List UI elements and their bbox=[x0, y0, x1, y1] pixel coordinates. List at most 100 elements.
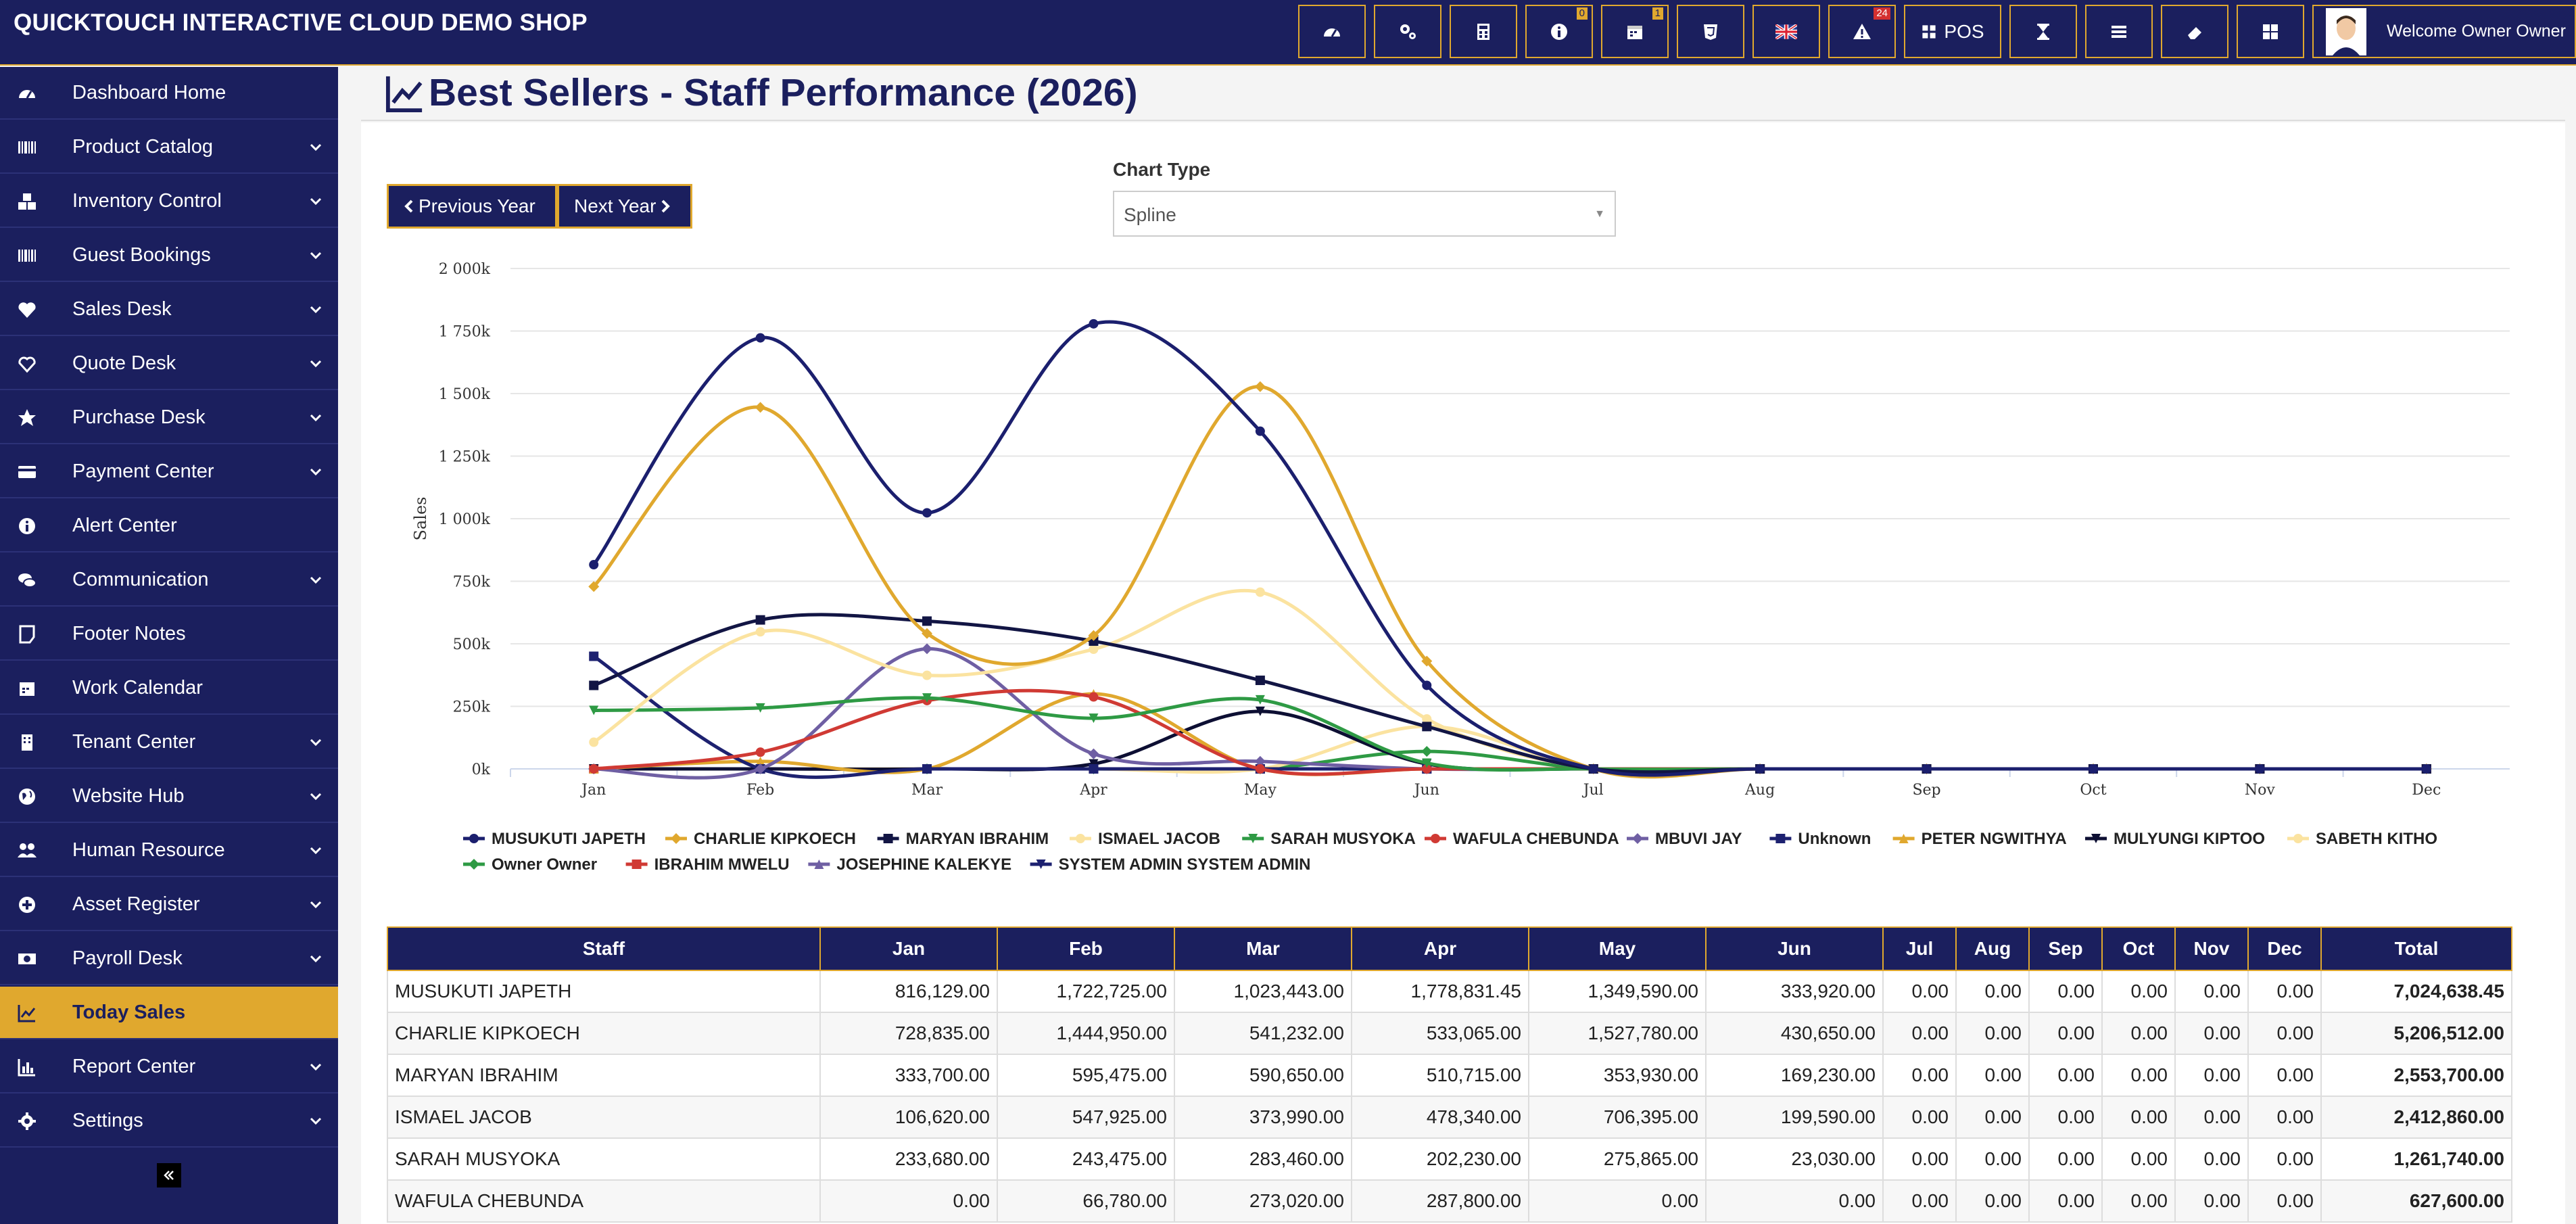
cogs-button[interactable] bbox=[1374, 5, 1441, 58]
data-point[interactable] bbox=[2088, 764, 2098, 774]
sidebar-item-human-resource[interactable]: Human Resource bbox=[0, 824, 338, 877]
data-point[interactable] bbox=[1254, 381, 1266, 392]
data-point[interactable] bbox=[922, 628, 933, 639]
data-point[interactable] bbox=[1088, 630, 1099, 641]
legend-item[interactable]: SARAH MUSYOKA bbox=[1242, 830, 1416, 848]
data-point[interactable] bbox=[1422, 714, 1432, 724]
data-point[interactable] bbox=[1422, 758, 1432, 768]
legend-item[interactable]: MBUVI JAY bbox=[1627, 830, 1742, 848]
data-point[interactable] bbox=[755, 333, 765, 343]
legend-item[interactable]: Unknown bbox=[1769, 830, 1871, 848]
legend-marker[interactable] bbox=[2293, 834, 2303, 843]
legend-marker[interactable] bbox=[1431, 834, 1440, 843]
data-point[interactable] bbox=[2255, 764, 2265, 774]
data-point[interactable] bbox=[589, 651, 599, 661]
column-header[interactable]: Aug bbox=[1955, 926, 2030, 971]
legend-item[interactable]: MARYAN IBRAHIM bbox=[877, 830, 1049, 848]
data-point[interactable] bbox=[1255, 706, 1265, 716]
legend-marker[interactable] bbox=[469, 859, 479, 870]
data-point[interactable] bbox=[755, 615, 765, 625]
data-point[interactable] bbox=[1255, 764, 1265, 774]
data-point[interactable] bbox=[755, 763, 766, 774]
sidebar-item-report-center[interactable]: Report Center bbox=[0, 1041, 338, 1093]
legend-item[interactable]: JOSEPHINE KALEKYE bbox=[808, 855, 1011, 874]
data-point[interactable] bbox=[1089, 759, 1099, 769]
sidebar-item-alert-center[interactable]: Alert Center bbox=[0, 500, 338, 552]
list-button[interactable] bbox=[2085, 5, 2153, 58]
column-header[interactable]: May bbox=[1528, 926, 1707, 971]
sidebar-item-footer-notes[interactable]: Footer Notes bbox=[0, 608, 338, 661]
column-header[interactable]: Apr bbox=[1351, 926, 1529, 971]
data-point[interactable] bbox=[1255, 676, 1265, 686]
column-header[interactable]: Jan bbox=[819, 926, 998, 971]
legend-marker[interactable] bbox=[1076, 834, 1085, 843]
hourglass-button[interactable] bbox=[2009, 5, 2077, 58]
column-header[interactable]: Staff bbox=[387, 926, 821, 971]
sidebar-item-today-sales[interactable]: Today Sales bbox=[0, 987, 338, 1039]
data-point[interactable] bbox=[755, 747, 765, 757]
legend-marker[interactable] bbox=[1632, 833, 1643, 844]
data-point[interactable] bbox=[1422, 764, 1432, 774]
info-button[interactable]: 0 bbox=[1525, 5, 1593, 58]
data-point[interactable] bbox=[589, 764, 599, 774]
pos-button[interactable]: POS bbox=[1904, 5, 2001, 58]
calculator-button[interactable] bbox=[1450, 5, 1517, 58]
column-header[interactable]: Total bbox=[2320, 926, 2512, 971]
column-header[interactable]: Oct bbox=[2101, 926, 2176, 971]
data-point[interactable] bbox=[1922, 764, 1932, 774]
data-point[interactable] bbox=[1588, 764, 1598, 774]
column-header[interactable]: Jul bbox=[1882, 926, 1957, 971]
sidebar-item-guest-bookings[interactable]: Guest Bookings bbox=[0, 229, 338, 282]
chart-type-select[interactable]: Spline ▼ bbox=[1113, 191, 1616, 237]
sidebar-item-purchase-desk[interactable]: Purchase Desk bbox=[0, 392, 338, 444]
column-header[interactable]: Sep bbox=[2028, 926, 2103, 971]
column-header[interactable]: Jun bbox=[1705, 926, 1884, 971]
legend-item[interactable]: MULYUNGI KIPTOO bbox=[2085, 830, 2265, 848]
data-point[interactable] bbox=[1089, 644, 1099, 655]
data-point[interactable] bbox=[755, 402, 766, 413]
data-point[interactable] bbox=[1755, 764, 1765, 774]
legend-marker[interactable] bbox=[1899, 834, 1909, 843]
data-point[interactable] bbox=[589, 705, 599, 715]
previous-year-button[interactable]: Previous Year bbox=[387, 184, 557, 229]
legend-marker[interactable] bbox=[814, 860, 824, 869]
data-point[interactable] bbox=[922, 616, 932, 626]
sidebar-item-payroll-desk[interactable]: Payroll Desk bbox=[0, 933, 338, 985]
data-point[interactable] bbox=[588, 581, 600, 592]
data-point[interactable] bbox=[755, 627, 765, 637]
legend-item[interactable]: Owner Owner bbox=[463, 855, 597, 874]
column-header[interactable]: Dec bbox=[2247, 926, 2322, 971]
data-point[interactable] bbox=[922, 670, 932, 680]
data-point[interactable] bbox=[2421, 764, 2431, 774]
legend-item[interactable]: CHARLIE KIPKOECH bbox=[665, 830, 856, 848]
calendar-button[interactable]: 1 bbox=[1601, 5, 1669, 58]
data-point[interactable] bbox=[1421, 655, 1433, 667]
data-point[interactable] bbox=[1089, 319, 1099, 329]
legend-marker[interactable] bbox=[631, 860, 642, 869]
legend-item[interactable]: MUSUKUTI JAPETH bbox=[463, 830, 646, 848]
language-button[interactable] bbox=[1752, 5, 1820, 58]
data-point[interactable] bbox=[1089, 692, 1099, 702]
user-menu[interactable]: Welcome Owner Owner bbox=[2312, 5, 2576, 58]
column-header[interactable]: Nov bbox=[2174, 926, 2249, 971]
data-point[interactable] bbox=[1255, 426, 1265, 436]
data-point[interactable] bbox=[1088, 748, 1099, 759]
sidebar-item-sales-desk[interactable]: Sales Desk bbox=[0, 283, 338, 336]
sidebar-item-settings[interactable]: Settings bbox=[0, 1095, 338, 1148]
column-header[interactable]: Feb bbox=[997, 926, 1175, 971]
sidebar-item-product-catalog[interactable]: Product Catalog bbox=[0, 121, 338, 174]
legend-marker[interactable] bbox=[1775, 834, 1786, 843]
dashboard-button[interactable] bbox=[1298, 5, 1366, 58]
data-point[interactable] bbox=[1089, 713, 1099, 724]
data-point[interactable] bbox=[922, 693, 932, 703]
collapse-sidebar-button[interactable] bbox=[157, 1163, 181, 1187]
data-point[interactable] bbox=[1089, 764, 1099, 774]
alerts-button[interactable]: 24 bbox=[1828, 5, 1896, 58]
legend-marker[interactable] bbox=[671, 833, 682, 844]
data-point[interactable] bbox=[1421, 746, 1433, 757]
sidebar-item-asset-register[interactable]: Asset Register bbox=[0, 878, 338, 931]
sidebar-item-work-calendar[interactable]: Work Calendar bbox=[0, 662, 338, 715]
data-point[interactable] bbox=[922, 508, 932, 518]
legend-item[interactable]: SYSTEM ADMIN SYSTEM ADMIN bbox=[1030, 855, 1311, 874]
next-year-button[interactable]: Next Year bbox=[557, 184, 692, 229]
